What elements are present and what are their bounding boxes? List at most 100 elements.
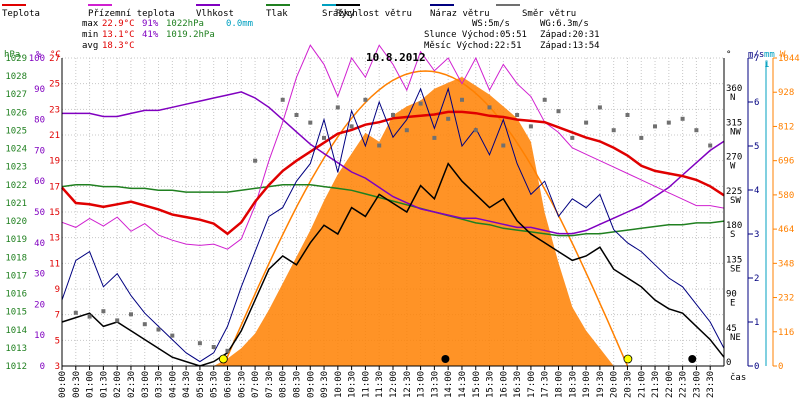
x-tick-label: 16:00: [499, 371, 509, 398]
x-axis-label: čas: [730, 372, 746, 383]
dir-tick-label: 360: [726, 84, 742, 94]
temp-tick-label: 23: [49, 105, 60, 115]
sunset-icon: [623, 354, 633, 364]
hpa-tick-label: 1028: [5, 72, 27, 82]
hpa-tick-label: 1029: [5, 54, 27, 64]
pct-tick-label: 50: [34, 208, 45, 218]
wind-direction-point: [101, 309, 106, 314]
stats-avg-temp: 18.3°C: [102, 41, 135, 51]
x-tick-label: 22:30: [679, 371, 689, 398]
stats-min-label: min: [82, 30, 98, 40]
pct-tick-label: 20: [34, 300, 45, 310]
legend-label-rychlost-vetru: Rychlost větru: [336, 9, 412, 19]
wind-direction-point: [446, 116, 451, 121]
chart-title: 10.8.2012: [366, 51, 426, 64]
ms-tick-label: 4: [754, 186, 759, 196]
pct-tick-label: 0: [40, 362, 45, 372]
legend-label-smer-vetru: Směr větru: [522, 9, 576, 19]
x-tick-label: 10:30: [348, 371, 358, 398]
x-tick-label: 15:30: [486, 371, 496, 398]
dir-tick-label: 135: [726, 255, 742, 265]
axis-unit-mm: mm: [764, 50, 775, 60]
legend-item-smer-vetru: Směr větru: [496, 4, 576, 19]
ms-tick-label: 2: [754, 274, 759, 284]
wind-direction-point: [611, 128, 616, 133]
x-tick-label: 05:30: [210, 371, 220, 398]
solar-radiation-area: [213, 70, 629, 367]
wind-direction-point: [115, 318, 120, 323]
wind-direction-point: [197, 341, 202, 346]
series-vlhkost: [62, 91, 725, 235]
pct-tick-label: 90: [34, 85, 45, 95]
w-tick-label: 348: [778, 259, 794, 269]
wind-direction-point: [487, 105, 492, 110]
stats-max-press: 1022hPa: [166, 19, 204, 29]
legend-label-teplota: Teplota: [2, 9, 40, 19]
temp-tick-label: 13: [49, 234, 60, 244]
stats-max-temp: 22.9°C: [102, 19, 135, 29]
w-tick-label: 1044: [778, 54, 800, 64]
hpa-tick-label: 1018: [5, 253, 27, 263]
x-tick-label: 18:30: [568, 371, 578, 398]
x-tick-label: 06:30: [237, 371, 247, 398]
x-tick-label: 08:00: [279, 371, 289, 398]
wind-direction-point: [418, 101, 423, 106]
wind-direction-point: [501, 143, 506, 148]
ms-tick-label: 7: [754, 54, 759, 64]
x-tick-label: 10:00: [334, 371, 344, 398]
x-tick-label: 23:30: [706, 371, 716, 398]
wind-direction-point: [129, 312, 133, 317]
axis-tick-labels: 1029102810271026102510241023102210211020…: [5, 54, 799, 372]
wind-direction-point: [225, 348, 230, 353]
axis-unit-dir: °: [726, 50, 731, 60]
ms-tick-label: 0: [754, 362, 759, 372]
stats-min-press: 1019.2hPa: [166, 30, 215, 40]
x-tick-label: 12:00: [389, 371, 399, 398]
temp-tick-label: 19: [49, 157, 60, 167]
x-tick-label: 19:00: [582, 371, 592, 398]
x-tick-label: 08:30: [292, 371, 302, 398]
wind-direction-point: [156, 327, 161, 332]
x-tick-label: 11:00: [361, 371, 371, 398]
wind-direction-point: [708, 143, 713, 148]
stats-block: max 22.9°C 91% 1022hPa 0.0mm min 13.1°C …: [82, 19, 253, 51]
wind-direction-point: [253, 158, 258, 163]
wind-direction-point: [335, 105, 340, 110]
wind-direction-point: [528, 124, 533, 129]
x-tick-label: 20:00: [610, 371, 620, 398]
axis-unit-ms: m/s: [748, 50, 764, 60]
stats-avg-label: avg: [82, 41, 98, 51]
info-moon-rise: Měsíc Východ:22:51: [424, 41, 522, 51]
legend-item-prizemni-teplota: Přízemní teplota: [88, 4, 175, 19]
moonrise-icon: [688, 355, 697, 363]
wind-direction-point: [363, 97, 368, 102]
x-tick-label: 22:00: [665, 371, 675, 398]
wind-direction-point: [170, 333, 175, 338]
x-tick-label: 09:30: [320, 371, 330, 398]
sunrise-icon: [218, 354, 228, 364]
wind-direction-points: [73, 97, 713, 353]
x-tick-label: 21:30: [651, 371, 661, 398]
hpa-tick-label: 1021: [5, 199, 27, 209]
dir-compass-label: NW: [730, 127, 741, 137]
x-tick-label: 17:30: [541, 371, 551, 398]
wind-direction-point: [680, 116, 685, 121]
wind-direction-point: [280, 97, 285, 102]
hpa-tick-label: 1012: [5, 362, 27, 372]
pct-tick-label: 80: [34, 116, 45, 126]
legend-label-tlak: Tlak: [266, 9, 288, 19]
legend-item-naraz-vetru: Náraz větru: [430, 4, 490, 19]
temp-tick-label: 3: [55, 362, 60, 372]
x-tick-label: 13:30: [430, 371, 440, 398]
wind-direction-point: [73, 310, 78, 315]
stats-min-temp: 13.1°C: [102, 30, 135, 40]
pct-tick-label: 10: [34, 331, 45, 341]
hpa-tick-label: 1013: [5, 344, 27, 354]
pct-tick-label: 100: [29, 54, 45, 64]
ms-tick-label: 1: [754, 318, 759, 328]
pct-tick-label: 60: [34, 177, 45, 187]
x-tick-label: 03:00: [141, 371, 151, 398]
dir-compass-label: S: [730, 230, 735, 240]
series-rychlost-vetru: [61, 162, 725, 367]
x-tick-label: 15:00: [472, 371, 482, 398]
